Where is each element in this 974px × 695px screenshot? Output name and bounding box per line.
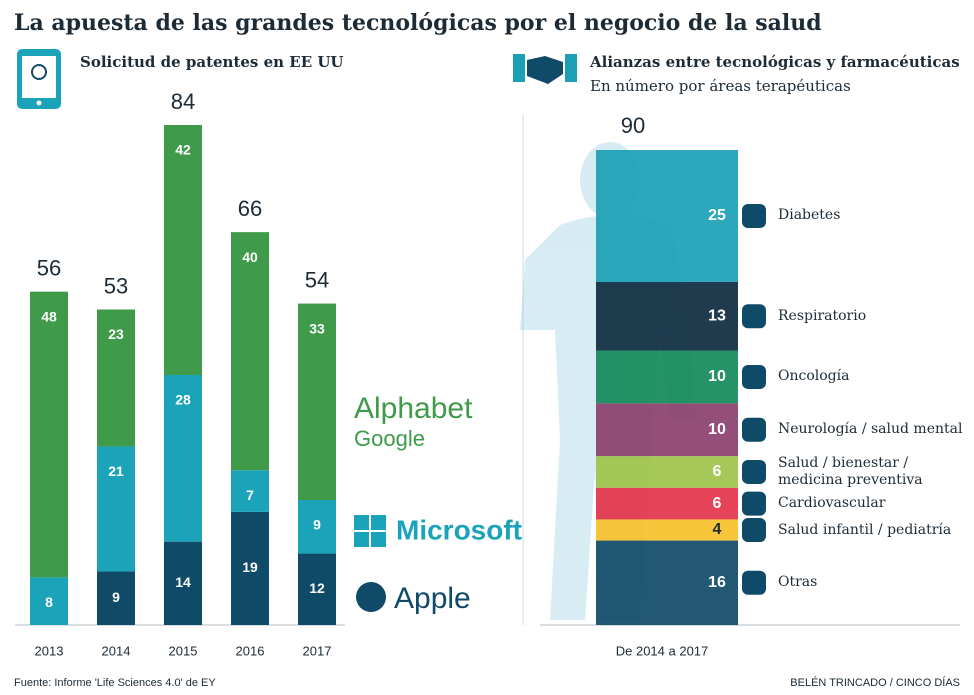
value-label: 40 bbox=[242, 249, 258, 265]
column-segment bbox=[596, 487, 738, 520]
segment-label: Oncología bbox=[778, 368, 850, 385]
value-label: 12 bbox=[309, 580, 325, 596]
title: La apuesta de las grandes tecnológicas p… bbox=[14, 10, 822, 36]
legend-swatch bbox=[371, 515, 386, 530]
column-segment bbox=[596, 150, 738, 282]
value-label: 25 bbox=[708, 207, 726, 224]
tablet-icon bbox=[17, 49, 61, 109]
bar-segment bbox=[164, 375, 202, 542]
value-label: 7 bbox=[246, 487, 254, 503]
value-label: 16 bbox=[708, 574, 726, 591]
value-label: 48 bbox=[41, 308, 57, 324]
legend-sublabel: Google bbox=[354, 426, 425, 451]
bar-segment bbox=[30, 577, 68, 625]
x-tick-label: 2015 bbox=[169, 643, 198, 658]
segment-label: Cardiovascular bbox=[778, 495, 886, 512]
legend-swatch bbox=[354, 532, 369, 547]
value-label: 10 bbox=[708, 421, 726, 438]
bar-segment bbox=[231, 470, 269, 512]
value-label: 21 bbox=[108, 463, 124, 479]
value-label: 23 bbox=[108, 326, 124, 342]
x-tick-label: 2013 bbox=[35, 643, 64, 658]
area-icon bbox=[742, 304, 766, 329]
segment-label: Otras bbox=[778, 574, 818, 591]
legend-swatch bbox=[371, 532, 386, 547]
bar-segment bbox=[298, 500, 336, 554]
bar-segment bbox=[298, 553, 336, 625]
area-icon bbox=[742, 518, 766, 542]
value-label: 9 bbox=[313, 517, 321, 533]
total-label: 56 bbox=[37, 255, 61, 280]
x-tick-label: 2016 bbox=[236, 643, 265, 658]
value-label: 10 bbox=[708, 368, 726, 385]
column-segment bbox=[596, 456, 738, 488]
segment-label: Diabetes bbox=[778, 207, 841, 224]
segment-label: Salud / bienestar / medicina preventiva bbox=[778, 454, 923, 488]
total-label: 66 bbox=[238, 196, 262, 221]
column-segment bbox=[596, 519, 738, 541]
column-segment bbox=[596, 350, 738, 404]
legend-label: Apple bbox=[394, 582, 471, 615]
column-segment bbox=[596, 403, 738, 457]
value-label: 14 bbox=[175, 574, 191, 590]
segment-label: Respiratorio bbox=[778, 307, 867, 324]
x-tick-label: De 2014 a 2017 bbox=[616, 643, 709, 658]
value-label: 6 bbox=[713, 463, 722, 480]
area-icon bbox=[742, 570, 766, 595]
legend-swatch bbox=[356, 582, 386, 612]
bar-segment bbox=[164, 125, 202, 375]
handshake-icon bbox=[513, 54, 577, 84]
segment-label: Salud infantil / pediatría bbox=[778, 521, 952, 538]
value-label: 4 bbox=[713, 521, 722, 538]
column-segment bbox=[596, 281, 738, 351]
legend-label: Microsoft bbox=[396, 514, 522, 545]
legend-label: Alphabet bbox=[354, 392, 473, 425]
credit: BELÉN TRINCADO / CINCO DÍAS bbox=[790, 676, 960, 689]
value-label: 13 bbox=[708, 307, 726, 324]
x-tick-label: 2017 bbox=[303, 643, 332, 658]
x-tick-label: 2014 bbox=[102, 643, 131, 658]
right-title: Alianzas entre tecnológicas y farmacéuti… bbox=[589, 53, 960, 71]
left-subtitle: Solicitud de patentes en EE UU bbox=[80, 53, 344, 71]
value-label: 19 bbox=[242, 559, 258, 575]
value-label: 42 bbox=[175, 142, 191, 158]
value-label: 6 bbox=[713, 495, 722, 512]
bar-segment bbox=[231, 511, 269, 625]
bar-segment bbox=[231, 232, 269, 471]
source: Fuente: Informe 'Life Sciences 4.0' de E… bbox=[14, 677, 216, 689]
column-segment bbox=[596, 540, 738, 625]
bar-segment bbox=[97, 446, 135, 572]
area-icon bbox=[742, 364, 766, 389]
bar-segment bbox=[164, 541, 202, 625]
bar-segment bbox=[298, 303, 336, 500]
segment-label: Neurología / salud mental bbox=[778, 421, 963, 438]
right-subtitle: En número por áreas terapéuticas bbox=[590, 77, 851, 95]
value-label: 33 bbox=[309, 320, 325, 336]
bar-segment bbox=[97, 309, 135, 447]
area-icon bbox=[742, 417, 766, 442]
total-label: 53 bbox=[104, 273, 128, 298]
total-label: 84 bbox=[171, 89, 195, 114]
total-label: 90 bbox=[621, 113, 645, 138]
legend-swatch bbox=[354, 515, 369, 530]
value-label: 8 bbox=[45, 594, 53, 610]
value-label: 28 bbox=[175, 392, 191, 408]
bar-segment bbox=[97, 571, 135, 625]
area-icon bbox=[742, 491, 766, 516]
bar-segment bbox=[30, 291, 68, 578]
value-label: 9 bbox=[112, 589, 120, 605]
area-icon bbox=[742, 203, 766, 228]
area-icon bbox=[742, 459, 766, 484]
total-label: 54 bbox=[305, 267, 329, 292]
